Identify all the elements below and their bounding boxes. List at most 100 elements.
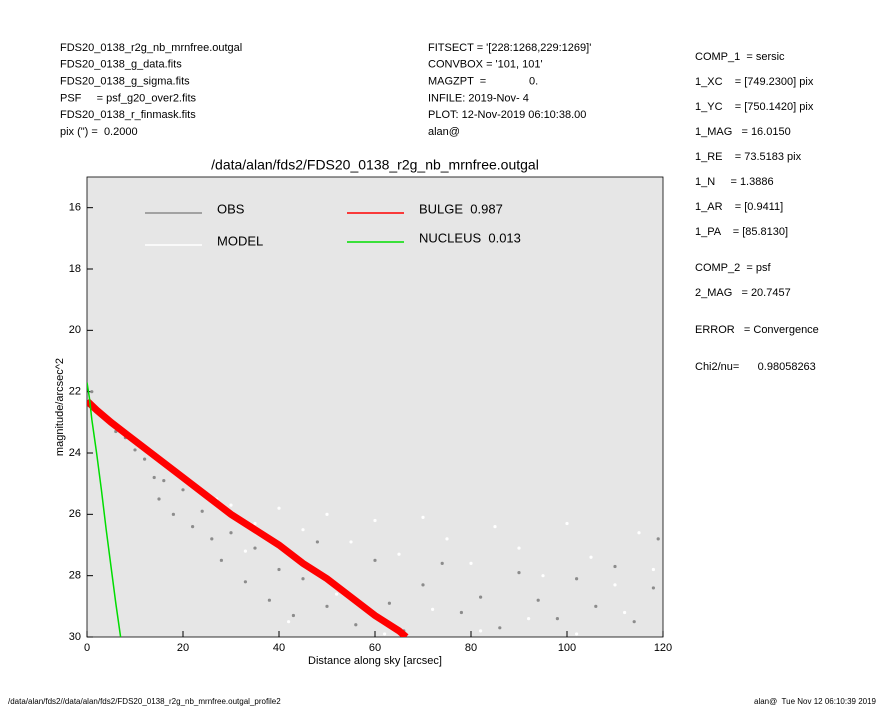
data-point	[373, 518, 377, 523]
data-point	[373, 558, 377, 562]
data-point	[229, 503, 233, 507]
header-right: Chi2/nu= 0.98058263	[695, 361, 816, 373]
data-point	[315, 540, 319, 544]
data-point	[498, 626, 502, 630]
data-point	[613, 583, 617, 587]
data-point	[277, 567, 281, 572]
header-right: COMP_1 = sersic	[695, 51, 785, 63]
data-point	[253, 546, 257, 550]
header-left: FDS20_0138_g_sigma.fits	[60, 76, 190, 88]
data-point	[565, 521, 569, 526]
header-right: 1_RE = 73.5183 pix	[695, 151, 802, 163]
footer-left: /data/alan/fds2//data/alan/fds2/FDS20_01…	[8, 697, 281, 706]
header-right: 1_PA = [85.8130]	[695, 226, 788, 238]
plot-marks	[87, 382, 660, 637]
x-tick-label: 100	[558, 642, 576, 654]
y-tick-label: 28	[69, 570, 81, 582]
data-point	[143, 457, 147, 461]
data-point	[200, 509, 204, 513]
x-tick-label: 0	[84, 642, 90, 654]
data-point	[162, 479, 166, 483]
data-point	[301, 528, 305, 532]
header-right: COMP_2 = psf	[695, 262, 771, 274]
legend-label: OBS	[217, 201, 245, 216]
y-tick-label: 22	[69, 386, 81, 398]
header-right: 2_MAG = 20.7457	[695, 287, 791, 299]
legend-label: MODEL	[217, 233, 263, 248]
data-point	[421, 515, 425, 520]
header-middle: MAGZPT = 0.	[428, 76, 538, 88]
x-tick-label: 80	[465, 642, 477, 654]
data-point	[541, 574, 545, 578]
data-point	[133, 448, 137, 452]
data-point	[210, 537, 214, 541]
header-middle: CONVBOX = '101, 101'	[428, 59, 543, 71]
model-curve	[87, 382, 122, 637]
data-point	[267, 598, 271, 602]
y-tick-label: 16	[69, 202, 81, 214]
header-middle: INFILE: 2019-Nov- 4	[428, 92, 529, 104]
data-point	[623, 610, 627, 615]
data-point	[469, 561, 473, 566]
data-point	[575, 632, 579, 636]
data-point	[157, 497, 161, 501]
data-point	[152, 475, 156, 480]
data-point	[243, 580, 247, 584]
data-point	[517, 546, 521, 550]
data-point	[253, 521, 257, 526]
x-tick-label: 20	[177, 642, 189, 654]
header-left: pix (") = 0.2000	[60, 126, 138, 138]
data-point	[325, 512, 329, 516]
data-point	[287, 620, 291, 624]
data-point	[656, 537, 660, 541]
data-point	[325, 604, 329, 608]
data-point	[191, 525, 195, 529]
header-right: 1_AR = [0.9411]	[695, 201, 783, 213]
data-point	[651, 586, 656, 590]
chart-title: /data/alan/fds2/FDS20_0138_r2g_nb_mrnfre…	[211, 157, 539, 173]
y-tick-label: 24	[69, 447, 81, 459]
header-right: ERROR = Convergence	[695, 324, 819, 336]
data-point	[637, 531, 641, 535]
legend-label: NUCLEUS 0.013	[419, 230, 521, 245]
header-left: FDS20_0138_g_data.fits	[60, 59, 182, 71]
x-tick-label: 120	[654, 642, 672, 654]
data-point	[632, 620, 636, 624]
legend-label: BULGE 0.987	[419, 201, 503, 216]
data-point	[536, 598, 540, 602]
data-point	[277, 506, 281, 510]
data-point	[397, 552, 401, 556]
data-point	[243, 549, 247, 553]
data-point	[431, 607, 435, 612]
data-point	[229, 531, 233, 535]
data-point	[383, 632, 387, 636]
plot-area	[86, 176, 664, 638]
data-point	[613, 564, 617, 569]
data-point	[555, 617, 560, 621]
header-right: 1_N = 1.3886	[695, 176, 774, 188]
header-right: 1_XC = [749.2300] pix	[695, 76, 814, 88]
data-point	[421, 583, 425, 587]
data-point	[291, 613, 295, 618]
header-left: PSF = psf_g20_over2.fits	[60, 92, 197, 104]
footer-right: alan@ Tue Nov 12 06:10:39 2019	[754, 697, 877, 706]
data-point	[171, 512, 175, 516]
y-tick-label: 20	[69, 324, 81, 336]
data-point	[517, 571, 521, 575]
y-axis-label: magnitude/arcsec^2	[54, 358, 66, 456]
data-point	[335, 592, 339, 596]
data-point	[90, 390, 94, 394]
header-middle: PLOT: 12-Nov-2019 06:10:38.00	[428, 109, 586, 121]
data-point	[387, 601, 391, 605]
data-point	[301, 577, 305, 581]
data-point	[440, 561, 444, 566]
header-left: FDS20_0138_r2g_nb_mrnfree.outgal	[60, 42, 242, 54]
y-tick-label: 26	[69, 508, 81, 520]
model-curve	[87, 398, 409, 637]
data-point	[575, 577, 579, 581]
data-point	[493, 525, 497, 529]
x-axis-label: Distance along sky [arcsec]	[308, 655, 442, 667]
data-point	[445, 537, 449, 541]
